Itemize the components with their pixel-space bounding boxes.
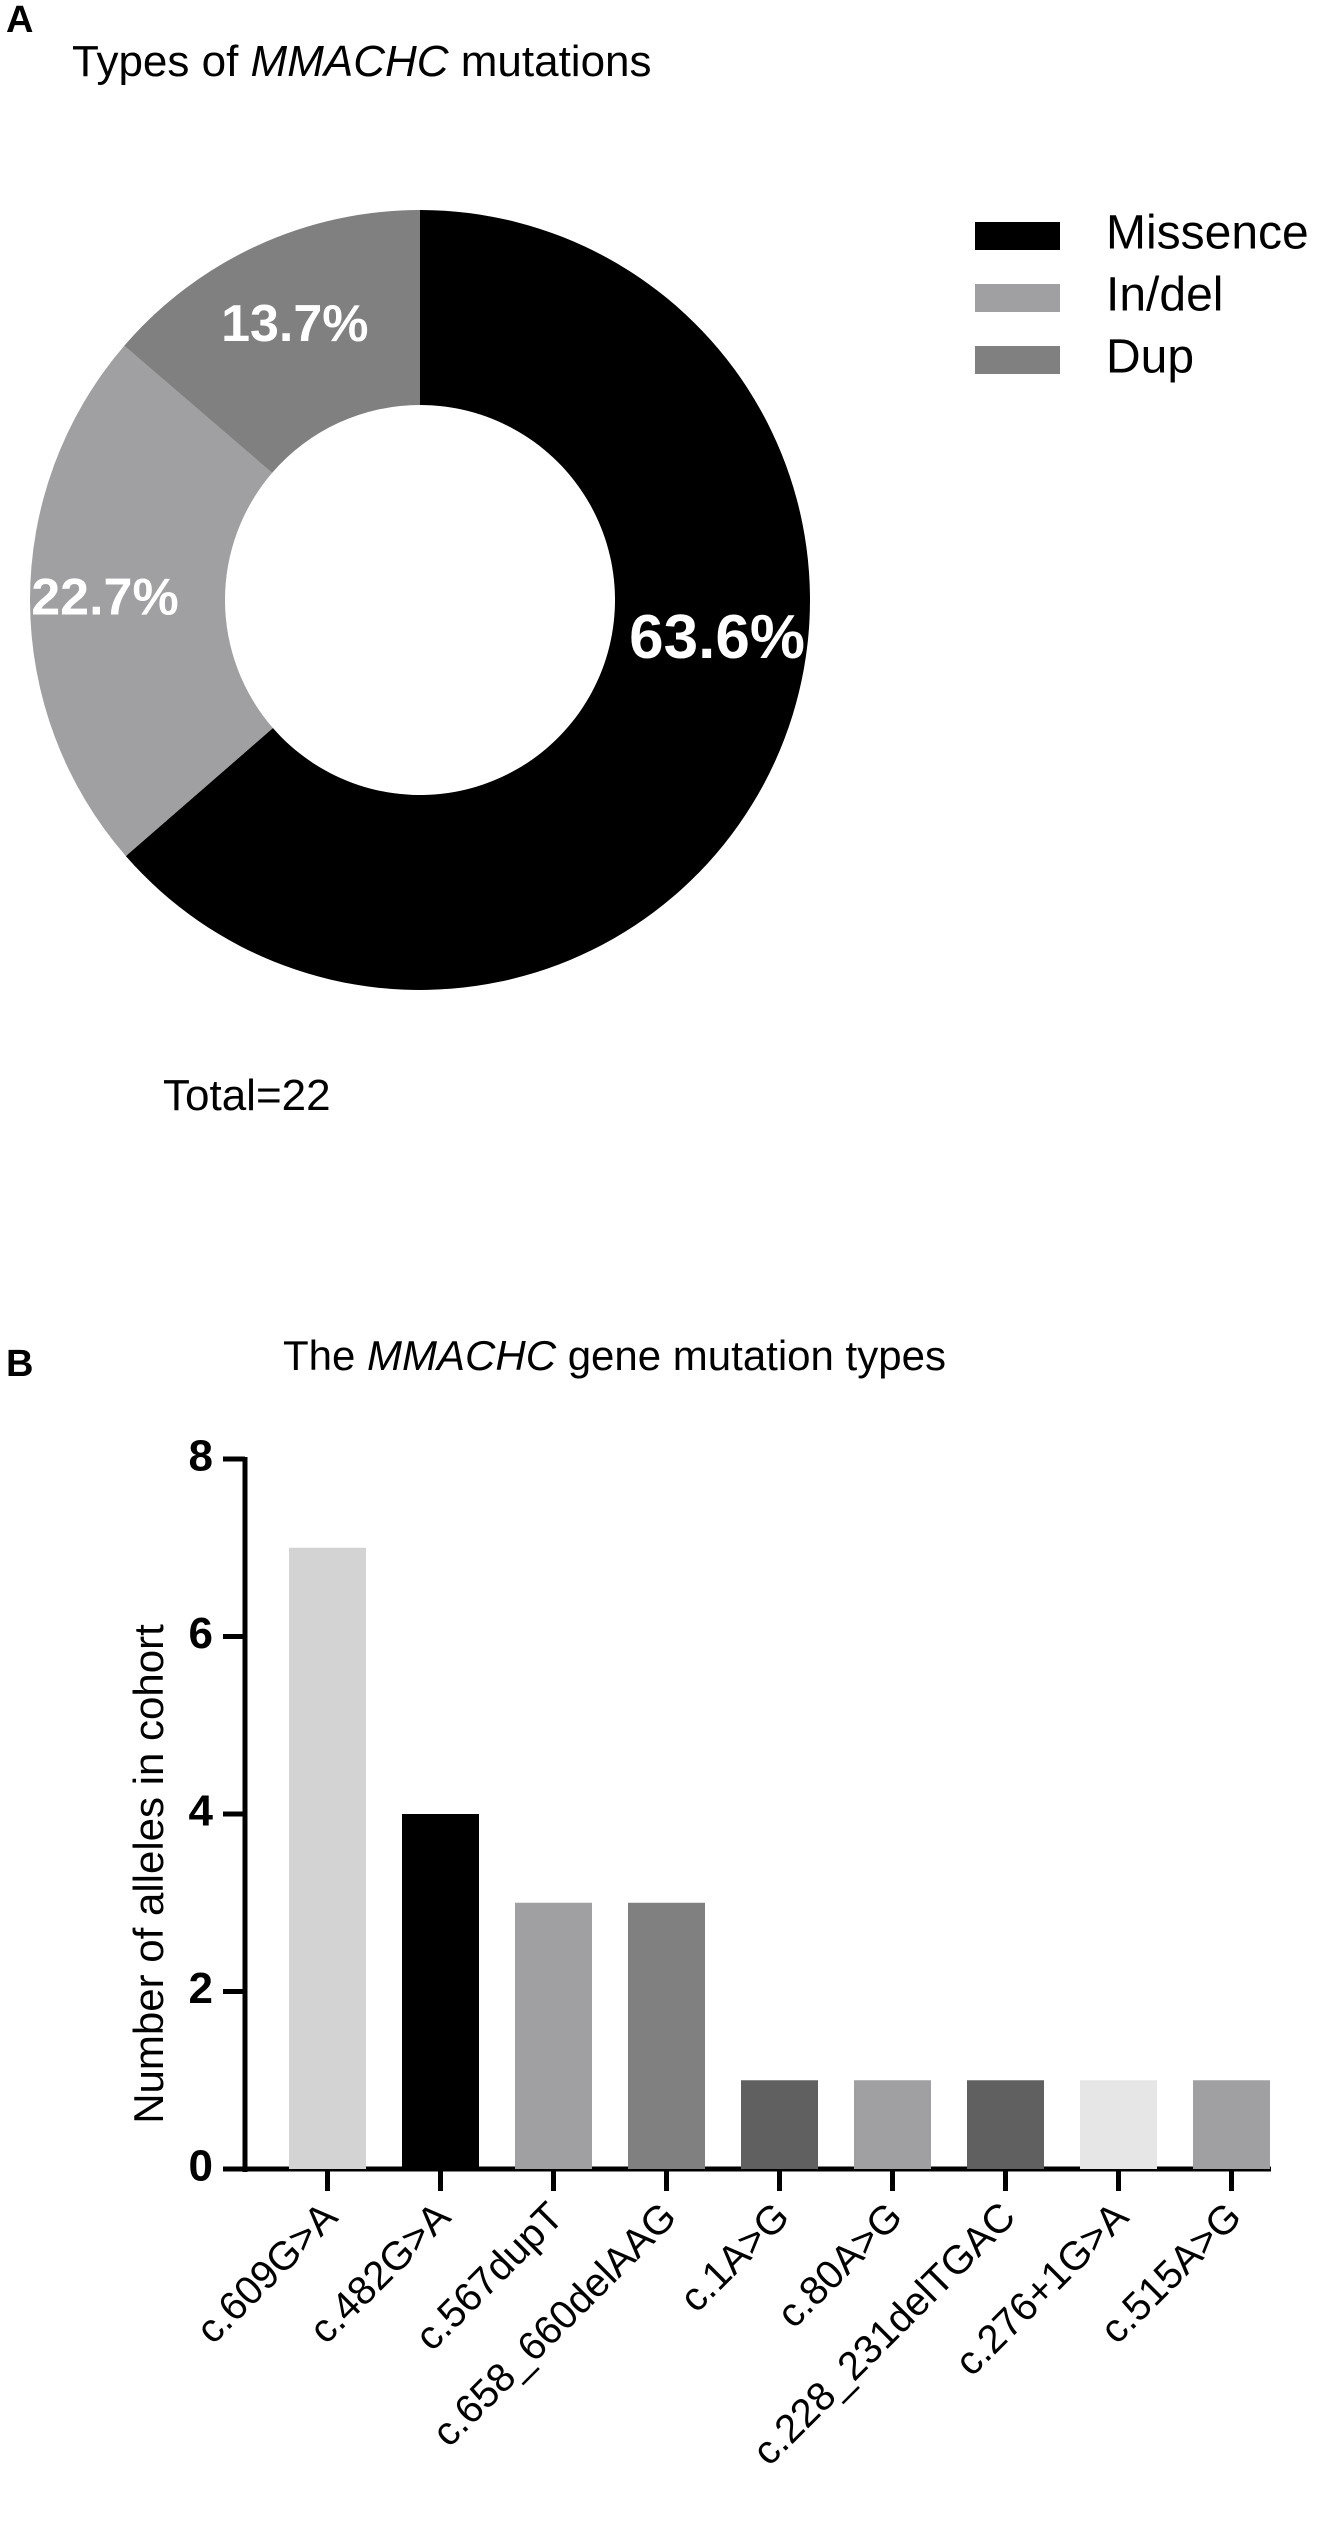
legend-swatch-missence (975, 222, 1060, 250)
legend-label-missence: Missence (1106, 207, 1309, 260)
bar-chart-title: The MMACHC gene mutation types (283, 1332, 946, 1379)
bar-title-gene: MMACHC (367, 1332, 557, 1379)
bar-c-228-231deltgac (967, 2080, 1044, 2169)
panel-b-letter: B (6, 1343, 33, 1385)
donut-slice-dup (124, 210, 420, 473)
y-tick-label: 8 (189, 1432, 213, 1481)
y-axis-label: Number of alleles in cohort (125, 1624, 172, 2124)
bar-title-suffix: gene mutation types (556, 1332, 946, 1379)
y-tick-label: 6 (189, 1609, 213, 1658)
bar-c-567dupt (515, 1902, 592, 2169)
bar-c-1a-g (741, 2080, 818, 2169)
donut-slice-in-del (29, 345, 273, 857)
y-tick-label: 2 (189, 1964, 213, 2013)
total-annotation: Total=22 (163, 1071, 331, 1120)
donut-title-gene: MMACHC (251, 37, 450, 86)
legend-label-in-del: In/del (1106, 269, 1223, 322)
donut-chart-title: Types of MMACHC mutations (72, 37, 652, 86)
y-tick-label: 0 (189, 2142, 213, 2191)
bar-c-609g-a (289, 1547, 366, 2169)
bar-title-prefix: The (283, 1332, 367, 1379)
legend-swatch-in-del (975, 284, 1060, 312)
donut-slice-label-in-del: 22.7% (31, 569, 178, 627)
legend-swatch-dup (975, 346, 1060, 374)
legend-label-dup: Dup (1106, 331, 1194, 384)
bar-c-80a-g (854, 2080, 931, 2169)
donut-title-suffix: mutations (449, 37, 652, 86)
bar-c-482g-a (402, 1814, 479, 2169)
panel-a-letter: A (6, 0, 33, 41)
bar-c-276-1g-a (1080, 2080, 1157, 2169)
donut-slice-label-missence: 63.6% (629, 603, 805, 672)
donut-title-prefix: Types of (72, 37, 251, 86)
y-tick-label: 4 (189, 1787, 214, 1836)
donut-chart: 63.6% 22.7% 13.7% (29, 210, 810, 991)
bar-c-658-660delaag (628, 1902, 705, 2169)
donut-slice-label-dup: 13.7% (221, 295, 368, 353)
bar-c-515a-g (1193, 2080, 1270, 2169)
donut-slice-missence (125, 210, 810, 991)
donut-legend: Missence In/del Dup (975, 207, 1309, 384)
